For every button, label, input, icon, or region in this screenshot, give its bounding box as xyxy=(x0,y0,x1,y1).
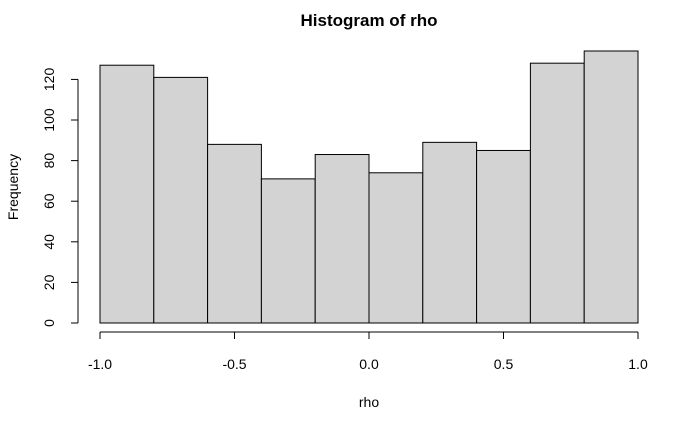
y-tick-label: 40 xyxy=(41,234,57,250)
bar-5 xyxy=(314,154,370,324)
y-tick-label: 60 xyxy=(41,193,57,209)
y-tick-label: 80 xyxy=(41,153,57,169)
x-tick-label: -1.0 xyxy=(88,356,112,372)
x-axis: -1.0 -0.5 0.0 0.5 1.0 xyxy=(88,331,648,372)
bar-2 xyxy=(153,76,209,324)
bar-6 xyxy=(368,172,424,324)
x-tick-label: -0.5 xyxy=(222,356,246,372)
bar-9 xyxy=(529,62,585,324)
y-axis-label: Frequency xyxy=(5,154,21,220)
bar-4 xyxy=(260,178,316,324)
y-tick-label: 20 xyxy=(41,274,57,290)
bar-1 xyxy=(99,64,155,324)
x-tick-label: 0.0 xyxy=(359,356,379,372)
x-tick-label: 1.0 xyxy=(628,356,648,372)
y-tick-label: 100 xyxy=(41,108,57,132)
bar-7 xyxy=(422,141,478,324)
y-tick-label: 120 xyxy=(41,68,57,92)
bar-3 xyxy=(207,143,262,324)
bar-8 xyxy=(476,149,531,324)
y-axis: 0 20 40 60 80 100 120 xyxy=(41,68,79,327)
bar-10 xyxy=(583,50,639,324)
chart-title: Histogram of rho xyxy=(301,11,438,30)
bars-group xyxy=(99,50,639,324)
x-axis-label: rho xyxy=(359,394,379,410)
y-tick-label: 0 xyxy=(41,319,57,327)
x-tick-label: 0.5 xyxy=(494,356,514,372)
